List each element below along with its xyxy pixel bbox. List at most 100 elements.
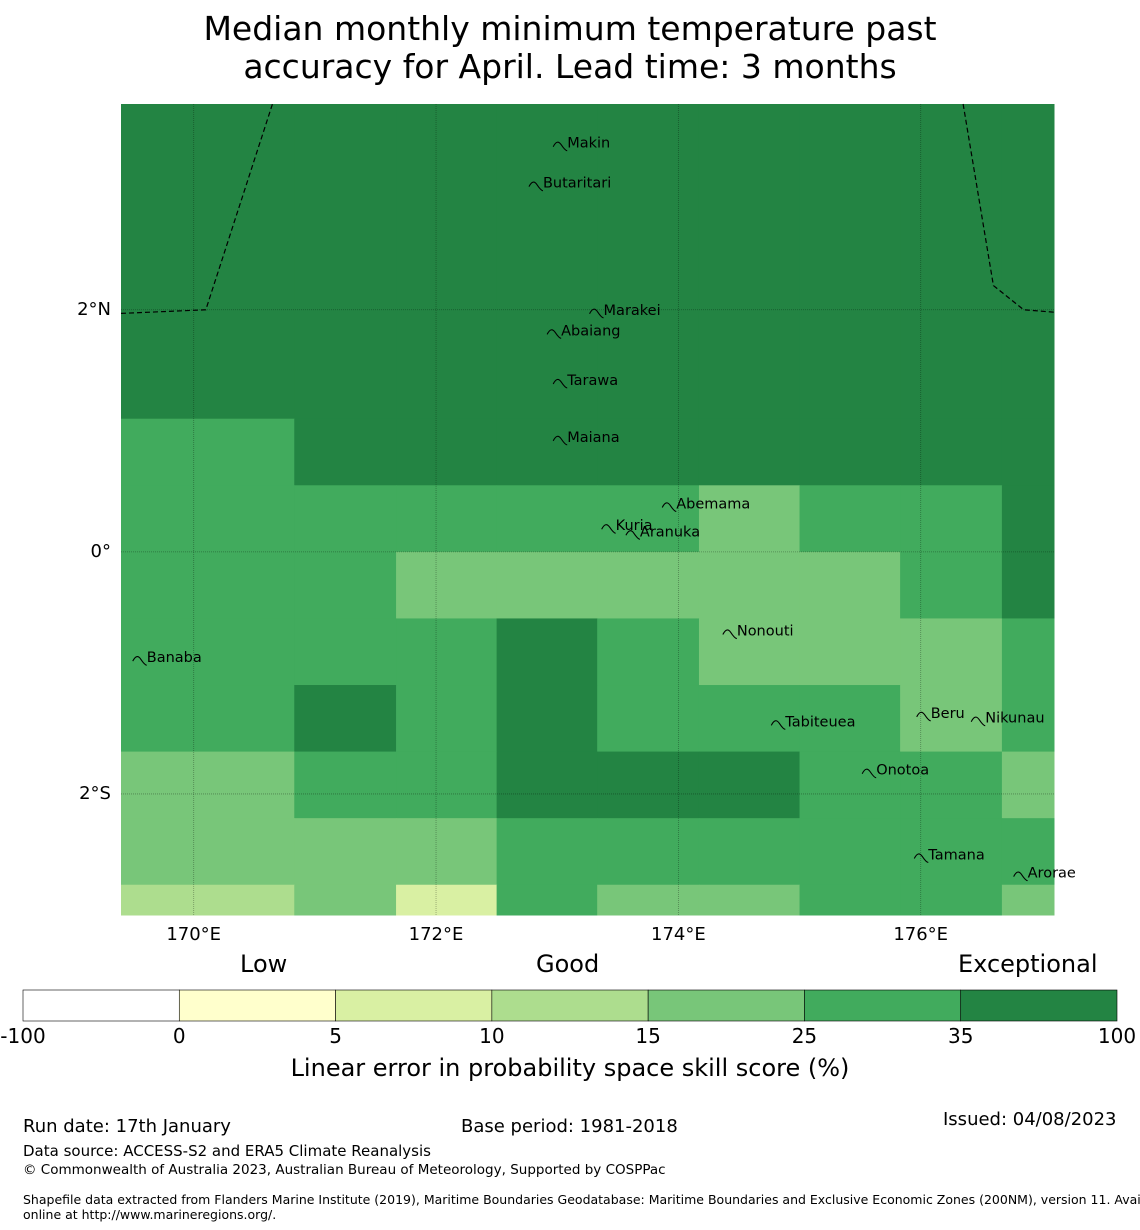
skill-cell	[294, 104, 397, 420]
y-tick-label: 2°S	[79, 782, 111, 804]
skill-cell	[698, 418, 801, 486]
skill-cell	[496, 884, 598, 916]
skill-cell	[799, 551, 901, 619]
colorbar-label: Linear error in probability space skill …	[290, 1054, 850, 1082]
colorbar-bin	[804, 989, 962, 1022]
island-outline	[552, 378, 568, 389]
skill-cell	[294, 418, 397, 486]
skill-cell	[597, 485, 700, 553]
skill-cell	[121, 551, 295, 619]
skill-cell	[799, 685, 901, 753]
skill-cell	[121, 685, 295, 753]
colorbar-bin	[647, 989, 805, 1022]
skill-cell	[121, 818, 295, 886]
skill-cell	[1001, 751, 1055, 819]
colorbar-tick-label: 100	[1097, 1024, 1137, 1048]
island-label: Arorae	[1028, 866, 1076, 882]
island-outline	[661, 502, 677, 512]
skill-cell	[294, 818, 397, 886]
skill-cell	[799, 751, 901, 819]
skill-cell	[597, 418, 700, 486]
base-period: Base period: 1981-2018	[461, 1116, 678, 1137]
skill-cell	[1001, 818, 1055, 886]
skill-cell	[900, 685, 1003, 753]
skill-cell	[799, 618, 901, 686]
skill-cell	[496, 751, 598, 819]
skill-cell	[597, 685, 700, 753]
skill-cell	[799, 884, 901, 916]
skill-cell	[900, 818, 1003, 886]
skill-cell	[121, 418, 295, 486]
island-label: Onotoa	[876, 763, 929, 779]
skill-cell	[698, 751, 801, 819]
colorbar-bin	[178, 989, 336, 1022]
skill-cell	[698, 685, 801, 753]
skill-cell	[1001, 685, 1055, 753]
island-label: Tabiteuea	[784, 714, 855, 730]
skill-cell	[121, 884, 295, 916]
colorbar-bin	[960, 989, 1118, 1022]
skill-cell	[900, 551, 1003, 619]
skill-cell	[294, 485, 397, 553]
skill-cell	[597, 551, 700, 619]
island-label: Beru	[931, 706, 965, 722]
skill-cell	[396, 818, 498, 886]
skill-cell	[698, 485, 801, 553]
island-label: Kuria	[616, 518, 653, 534]
island-label: Abemama	[676, 496, 750, 512]
skill-cell	[698, 104, 801, 420]
skill-cell	[294, 618, 397, 686]
island-outline	[552, 435, 568, 446]
skill-cell	[294, 551, 397, 619]
skill-cell	[900, 884, 1003, 916]
skill-cell	[597, 104, 700, 420]
skill-cell	[496, 818, 598, 886]
x-tick-label: 172°E	[408, 924, 464, 945]
legend-category-good: Good	[536, 950, 600, 978]
island-label: Abaiang	[561, 323, 620, 339]
colorbar-tick-label: -100	[0, 1024, 46, 1048]
skill-cell	[799, 104, 901, 420]
shapefile-credit-2: online at http://www.marineregions.org/.	[23, 1207, 277, 1222]
skill-cell	[698, 618, 801, 686]
island-label: Nikunau	[985, 711, 1044, 727]
island-label: Banaba	[147, 650, 202, 666]
skill-cell	[597, 751, 700, 819]
skill-cell	[799, 485, 901, 553]
island-label: Marakei	[604, 303, 661, 319]
skill-cell	[121, 751, 295, 819]
island-outline	[589, 308, 604, 319]
colorbar-tick-label: 5	[329, 1024, 342, 1048]
skill-grid	[121, 104, 1055, 916]
skill-cell	[396, 485, 498, 553]
skill-map: Makin Butaritari Marakei Abaiang Tarawa Maian…	[120, 103, 1076, 916]
island-outline	[861, 768, 877, 779]
skill-cell	[496, 418, 598, 486]
legend-category-exceptional: Exceptional	[958, 950, 1098, 978]
x-tick-label: 170°E	[166, 924, 222, 945]
title-line-2: accuracy for April. Lead time: 3 months	[243, 47, 897, 86]
island-outline	[1013, 871, 1028, 882]
graticule	[121, 104, 1054, 915]
skill-cell	[900, 418, 1003, 486]
title-line-1: Median monthly minimum temperature past	[203, 9, 937, 48]
island-outline	[601, 524, 616, 534]
skill-cell	[799, 418, 901, 486]
colorbar-bin	[22, 989, 180, 1022]
skill-cell	[496, 104, 598, 420]
eez-boundaries	[120, 103, 1055, 315]
colorbar-tick-label: 10	[479, 1024, 505, 1048]
skill-cell	[900, 485, 1003, 553]
colorbar-tick-label: 0	[172, 1024, 186, 1048]
skill-cell	[496, 551, 598, 619]
skill-cell	[396, 751, 498, 819]
skill-cell	[1001, 104, 1055, 420]
skill-cell	[1001, 485, 1055, 553]
island-label: Maiana	[567, 430, 619, 446]
eez-boundary-line	[962, 103, 1055, 313]
skill-cell	[396, 104, 498, 420]
skill-cell	[597, 884, 700, 916]
island-outline	[546, 329, 562, 339]
skill-cell	[396, 418, 498, 486]
island-label: Nonouti	[737, 624, 794, 640]
